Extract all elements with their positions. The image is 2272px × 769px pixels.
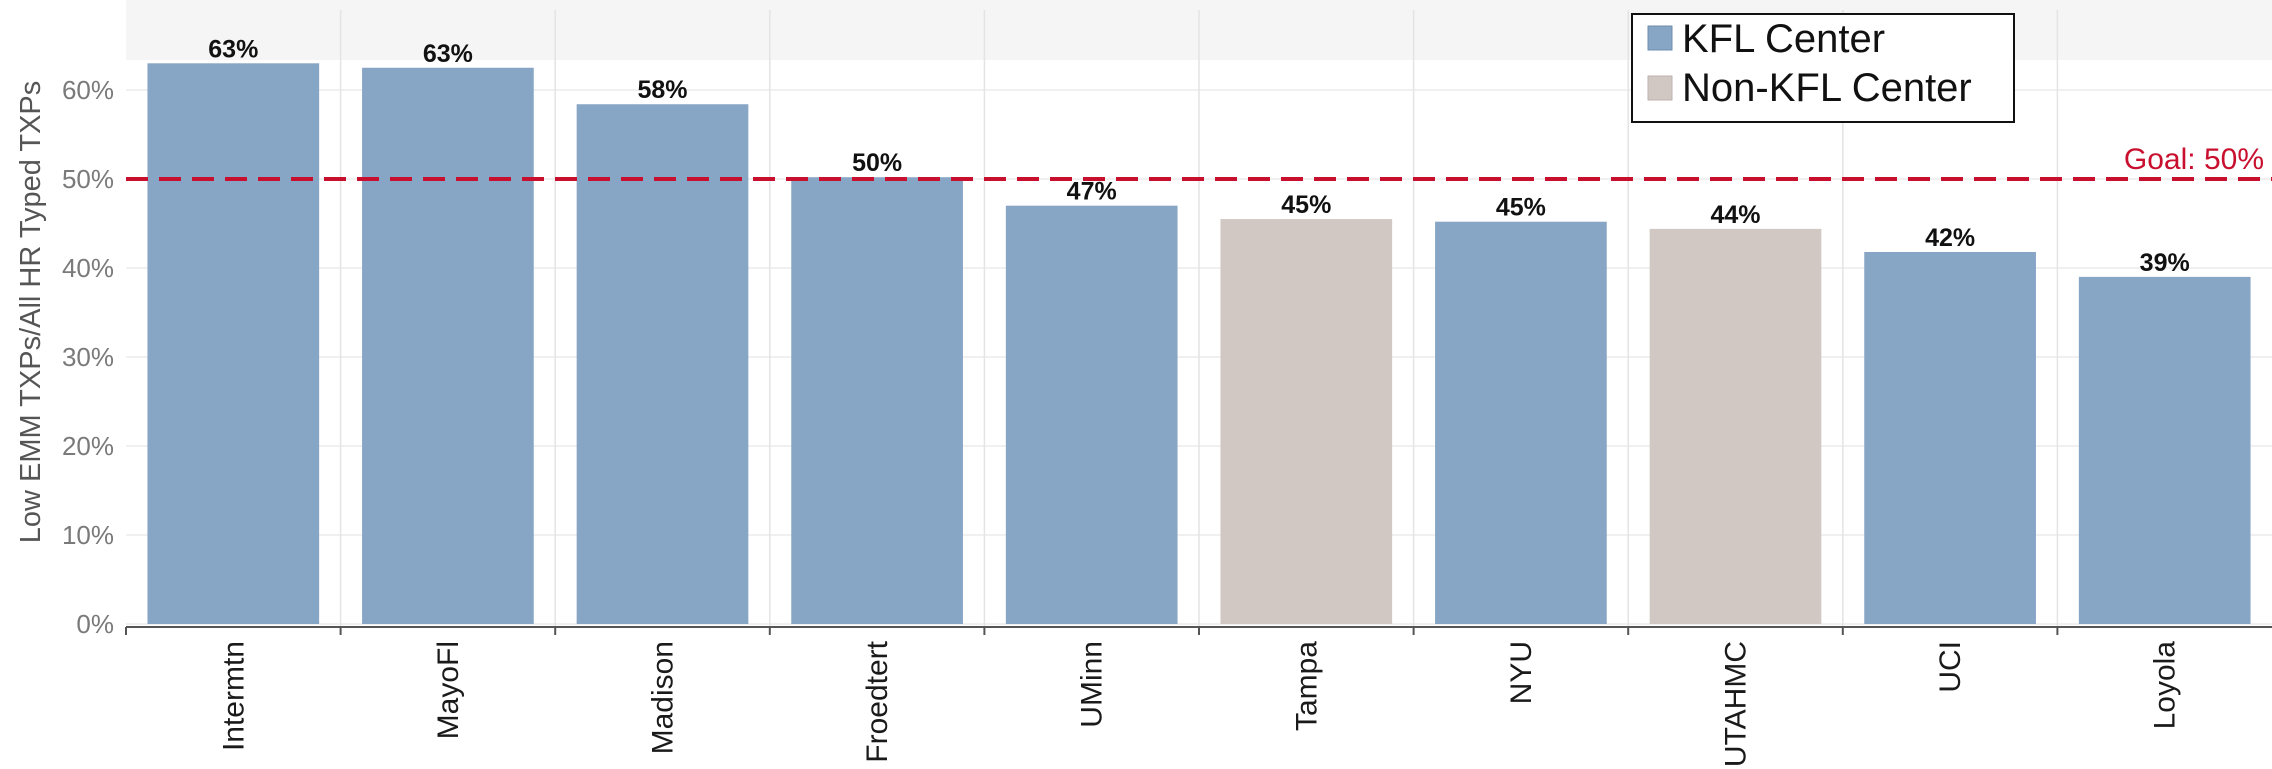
- x-tick-label: Intermtn: [217, 641, 250, 751]
- x-tick-label: Madison: [647, 641, 680, 754]
- data-label: 39%: [2140, 249, 2190, 277]
- x-tick-label: UCI: [1934, 641, 1967, 693]
- legend-swatch-non-kfl: [1647, 75, 1673, 101]
- bar: [1864, 251, 2036, 625]
- x-tick-label: UTAHMC: [1720, 641, 1753, 767]
- bar: [1220, 219, 1393, 625]
- bar: [1435, 221, 1607, 624]
- x-tick-label: Tampa: [1290, 641, 1323, 731]
- data-label: 63%: [423, 40, 473, 68]
- y-tick-label: 60%: [62, 75, 114, 105]
- goal-label: Goal: 50%: [2124, 143, 2264, 176]
- bar: [147, 63, 320, 625]
- data-label: 45%: [1281, 191, 1331, 219]
- bar: [2078, 276, 2251, 624]
- legend-label-non-kfl: Non-KFL Center: [1682, 66, 1972, 110]
- bar: [1005, 205, 1178, 624]
- data-labels: 63% 63% 58% 50% 47% 45% 45% 44% 42% 39%: [208, 35, 2189, 277]
- y-tick-label: 50%: [62, 164, 114, 194]
- bar: [576, 104, 749, 625]
- data-label: 50%: [852, 149, 902, 177]
- x-tick-label: UMinn: [1076, 641, 1109, 728]
- x-tick-label: MayoFl: [432, 641, 465, 739]
- y-tick-label: 10%: [62, 520, 114, 550]
- bar: [791, 177, 963, 624]
- bar: [1649, 228, 1822, 624]
- y-axis-title: Low EMM TXPs/All HR Typed TXPs: [15, 81, 47, 544]
- goal-line-group: Goal: 50%: [126, 143, 2272, 181]
- y-tick-label: 0%: [76, 609, 114, 639]
- data-label: 58%: [637, 76, 687, 104]
- bar: [362, 67, 534, 624]
- legend-swatch-kfl: [1647, 25, 1673, 51]
- x-tick-label: NYU: [1505, 641, 1538, 704]
- y-tick-label: 20%: [62, 431, 114, 461]
- data-label: 42%: [1925, 224, 1975, 252]
- y-tick-label: 30%: [62, 342, 114, 372]
- legend: KFL Center Non-KFL Center: [1631, 13, 2015, 123]
- y-tick-label: 40%: [62, 253, 114, 283]
- x-tick-label: Froedtert: [861, 640, 894, 762]
- data-label: 44%: [1710, 201, 1760, 229]
- bars: [147, 63, 2251, 625]
- data-label: 63%: [208, 35, 258, 63]
- x-axis-ticks: Intermtn MayoFl Madison Froedtert UMinn Tampa…: [125, 627, 2182, 767]
- data-label: 45%: [1496, 194, 1546, 222]
- legend-label-kfl: KFL Center: [1682, 17, 1885, 61]
- data-label: 47%: [1067, 178, 1117, 206]
- y-axis-ticks: 0% 10% 20% 30% 40% 50% 60%: [62, 75, 114, 639]
- x-tick-label: Loyola: [2149, 641, 2182, 730]
- legend-box: [1631, 13, 2015, 123]
